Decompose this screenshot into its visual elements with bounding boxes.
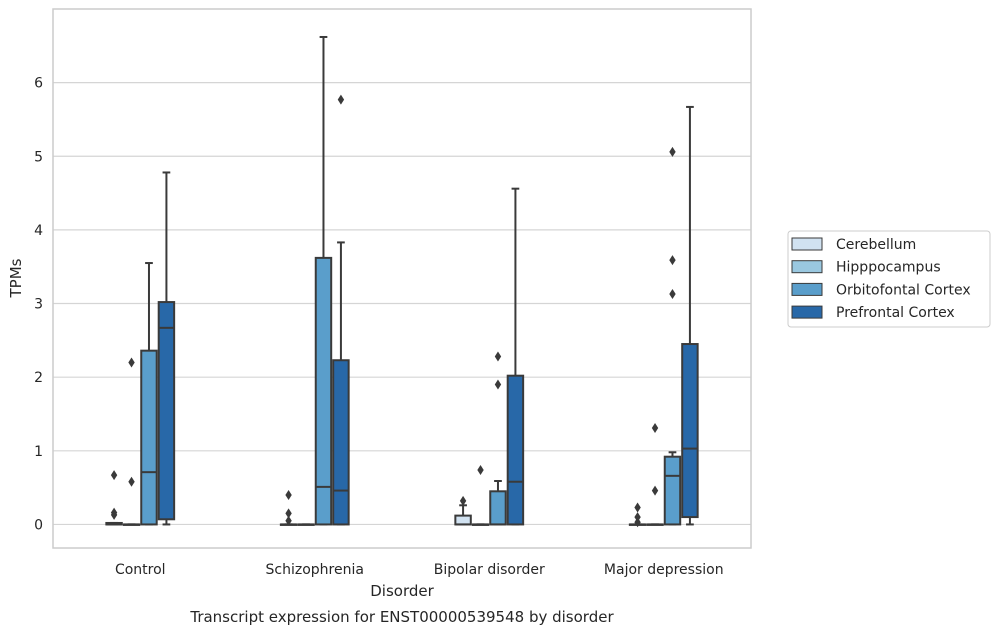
box-body [157, 301, 176, 521]
box-body [663, 455, 682, 526]
x-tick-label: Bipolar disorder [434, 562, 545, 578]
outlier-point [634, 517, 641, 528]
outlier-point [110, 470, 118, 481]
x-tick-labels: Control Schizophrenia Bipolar disorder Majo… [115, 562, 724, 578]
x-tick-label: Schizophrenia [266, 562, 364, 578]
outlier-point [459, 495, 467, 506]
box-body [140, 349, 158, 526]
box-hipppocampus [646, 422, 664, 526]
outlier-point [634, 512, 641, 523]
y-axis-title: TPMs [7, 258, 25, 298]
box-body [489, 490, 507, 526]
y-tick-label: 2 [34, 370, 43, 386]
outlier-point [651, 485, 659, 496]
box-orbitofontal-cortex [663, 146, 682, 526]
y-tick-label: 5 [34, 149, 43, 165]
outlier-point [669, 146, 676, 157]
box-cerebellum [279, 489, 298, 526]
box-orbitofontal-cortex [140, 262, 158, 526]
legend-label: Orbitofontal Cortex [836, 282, 971, 298]
box-prefrontal-cortex [332, 94, 350, 526]
box-hipppocampus [297, 523, 315, 526]
legend-swatch [791, 305, 823, 319]
x-axis-title: Disorder [370, 582, 434, 600]
outlier-point [669, 255, 676, 266]
box-body [454, 514, 472, 526]
legend-label: Cerebellum [836, 237, 916, 253]
outlier-point [128, 357, 135, 368]
y-tick-label: 1 [34, 444, 43, 460]
box-orbitofontal-cortex [489, 351, 507, 526]
y-tick-label: 6 [34, 76, 43, 92]
chart-title: Transcript expression for ENST0000053954… [189, 608, 614, 626]
y-tick-labels: 0 1 2 3 4 5 6 [34, 76, 43, 534]
legend-label: Prefrontal Cortex [836, 305, 955, 321]
outlier-point [651, 422, 659, 433]
outlier-point [128, 476, 135, 487]
box-hipppocampus [471, 464, 490, 526]
box-orbitofontal-cortex [314, 35, 333, 526]
box-prefrontal-cortex [157, 171, 176, 526]
outlier-point [285, 515, 292, 526]
box-prefrontal-cortex [506, 187, 525, 526]
outlier-point [634, 502, 641, 513]
outlier-point [494, 379, 502, 390]
legend-swatch [791, 282, 823, 296]
box-cerebellum [628, 502, 647, 528]
x-tick-label: Control [115, 562, 166, 578]
x-tick-label: Major depression [604, 562, 724, 578]
box-body [332, 359, 350, 526]
box-body [314, 256, 333, 526]
legend-label: Hipppocampus [836, 260, 941, 276]
box-body [506, 374, 525, 526]
boxes [105, 35, 699, 528]
outlier-point [110, 507, 118, 518]
legend-frame [787, 230, 991, 328]
legend-swatch [791, 260, 823, 274]
legend: Cerebellum Hipppocampus Orbitofontal Corte… [787, 230, 991, 328]
legend-swatch [791, 237, 823, 251]
plot-frame [52, 8, 752, 549]
y-tick-label: 3 [34, 297, 43, 313]
outlier-point [494, 351, 502, 362]
outlier-point [669, 288, 676, 299]
box-hipppocampus [122, 357, 141, 526]
y-tick-label: 4 [34, 223, 43, 239]
box-cerebellum [105, 470, 123, 526]
outlier-point [285, 489, 292, 500]
box-prefrontal-cortex [681, 105, 699, 526]
outlier-point [337, 94, 345, 105]
outlier-point [477, 464, 484, 475]
box-body [681, 343, 699, 519]
y-tick-label: 0 [34, 517, 43, 533]
box-cerebellum [454, 495, 472, 526]
outlier-point [285, 508, 292, 519]
